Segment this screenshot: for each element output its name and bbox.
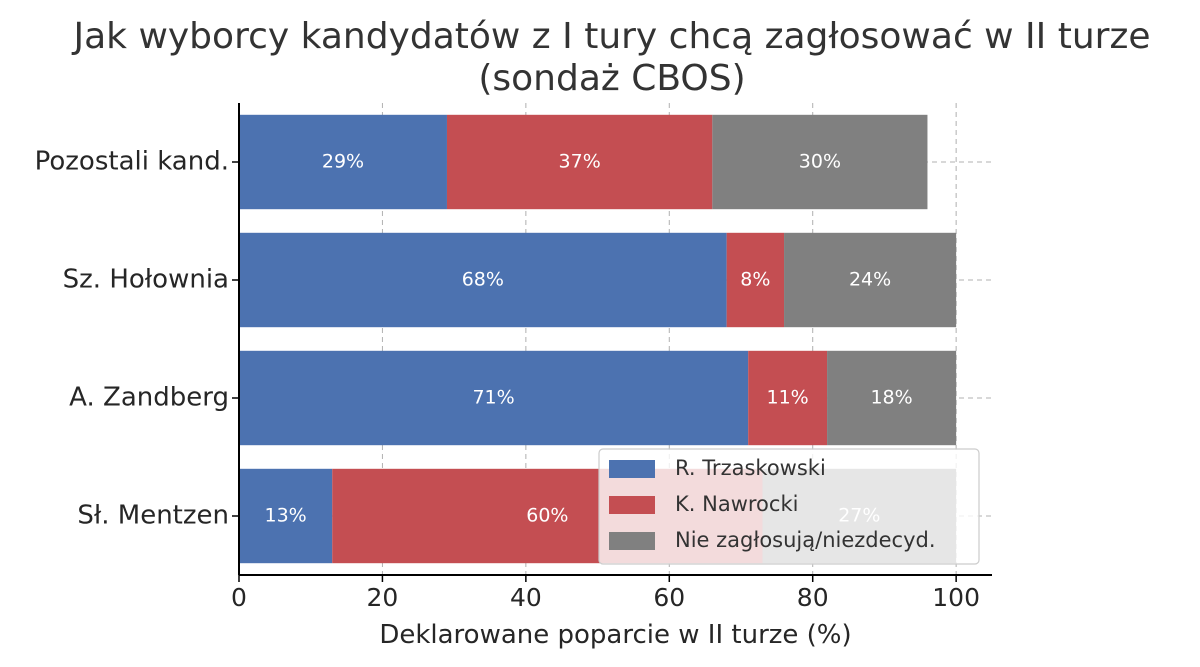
- x-tick-label: 80: [797, 583, 829, 612]
- data-label: 29%: [322, 151, 364, 173]
- legend-label: R. Trzaskowski: [675, 456, 826, 480]
- bar-segment: [784, 232, 957, 328]
- data-label: 60%: [526, 505, 568, 527]
- legend-swatch: [609, 460, 655, 478]
- data-label: 37%: [559, 151, 601, 173]
- x-tick-label: 100: [932, 583, 980, 612]
- x-tick-label: 60: [653, 583, 685, 612]
- bar-segment: [239, 468, 333, 564]
- bar-segment: [748, 350, 828, 446]
- bar-segment: [827, 350, 957, 446]
- bar-segment: [239, 350, 749, 446]
- y-tick-label: Sł. Mentzen: [77, 501, 229, 531]
- x-tick-label: 20: [367, 583, 399, 612]
- axes: 0 20 40 60 80 100 Sł. Mentzen A. Zandberg Sz. Ho…: [35, 103, 992, 650]
- data-label: 11%: [766, 387, 808, 409]
- bar-segment: [239, 232, 727, 328]
- legend-swatch: [609, 532, 655, 550]
- legend-swatch: [609, 496, 655, 514]
- data-label: 68%: [462, 269, 504, 291]
- legend-box: [598, 448, 980, 565]
- data-label: 71%: [472, 387, 514, 409]
- chart-title-line: Jak wyborcy kandydatów z I tury chcą zag…: [71, 16, 1150, 57]
- data-label: 24%: [849, 269, 891, 291]
- data-label: 13%: [264, 505, 306, 527]
- data-label: 18%: [870, 387, 912, 409]
- y-tick-label: A. Zandberg: [69, 383, 229, 413]
- bars: [239, 114, 957, 564]
- chart-title-line: (sondaż CBOS): [478, 58, 745, 99]
- x-tick-label: 40: [510, 583, 542, 612]
- legend-label: Nie zagłosują/niezdecyd.: [675, 528, 936, 552]
- bar-segment: [446, 114, 713, 210]
- x-axis-label: Deklarowane poparcie w II turze (%): [379, 620, 851, 650]
- y-tick-label: Sz. Hołownia: [63, 265, 229, 295]
- legend-label: K. Nawrocki: [675, 492, 798, 516]
- bar-segment: [726, 232, 785, 328]
- y-tick-label: Pozostali kand.: [35, 147, 229, 177]
- x-tick-label: 0: [231, 583, 247, 612]
- bar-segment: [239, 114, 447, 210]
- grid-lines: [239, 103, 992, 575]
- bar-segment: [712, 114, 928, 210]
- chart-title: Jak wyborcy kandydatów z I tury chcą zag…: [71, 16, 1150, 99]
- data-label: 30%: [799, 151, 841, 173]
- data-label: 8%: [740, 269, 770, 291]
- legend: R. Trzaskowski K. Nawrocki Nie zagłosują/n…: [598, 448, 980, 565]
